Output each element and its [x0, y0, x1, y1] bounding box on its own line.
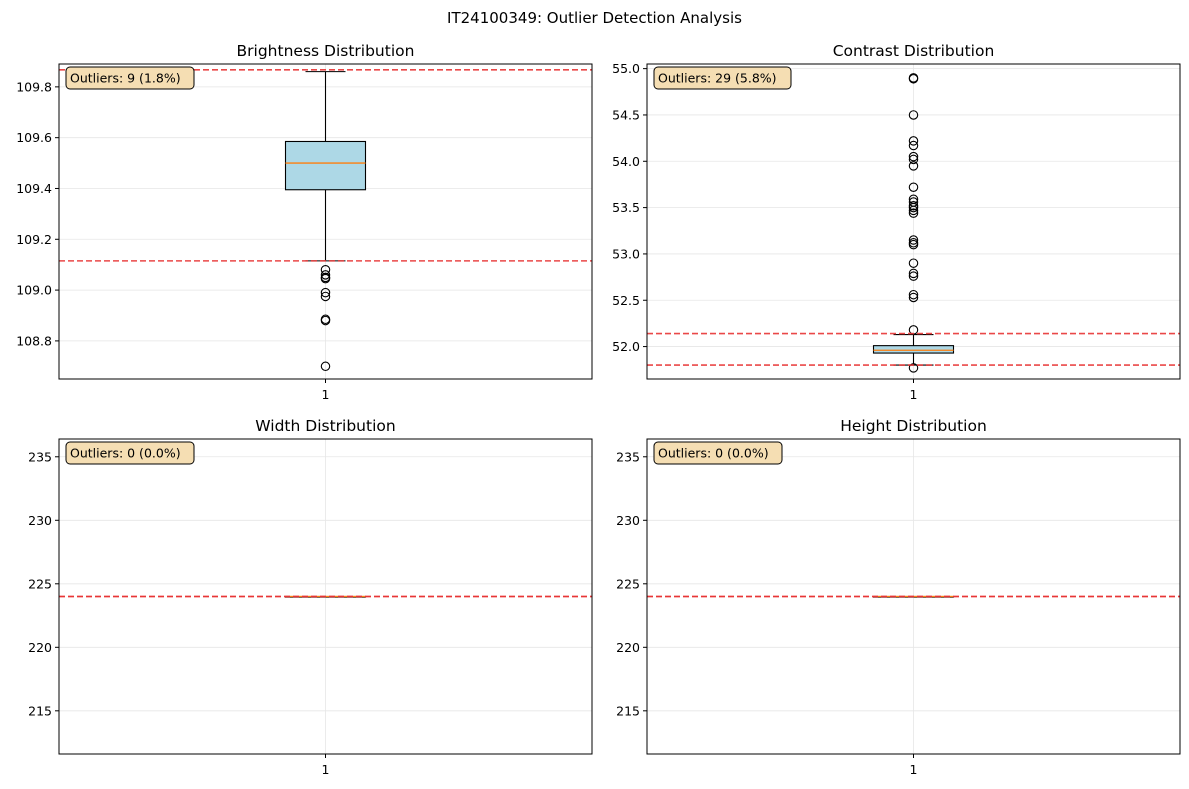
iqr-box [284, 140, 367, 191]
chart-panel-1: 108.8 109.0 109.2 109.4 109.6 109.8 1 Brightnes… [16, 42, 593, 402]
y-tick-label: 55.0 [612, 61, 640, 76]
outlier-badge-text: Outliers: 0 (0.0%) [658, 446, 769, 461]
outlier-badge [65, 441, 195, 465]
y-tick-label: 53.5 [612, 200, 640, 215]
y-tick-label: 54.0 [612, 154, 640, 169]
x-tick-label: 1 [910, 387, 918, 402]
outlier-point [908, 235, 919, 245]
outlier-point [908, 292, 919, 303]
plot-area [647, 73, 1180, 373]
outlier-point [908, 110, 919, 120]
outlier-badge-text: Outliers: 29 (5.8%) [658, 71, 777, 86]
outlier-point [908, 205, 919, 216]
panels: 108.8 109.0 109.2 109.4 109.6 109.8 1 Brightnes… [16, 42, 1181, 777]
y-tick-label: 52.5 [612, 293, 640, 308]
chart-panel-3: 215 220 225 230 235 1 Width Distribution Outlie… [28, 417, 593, 777]
outlier-badge [653, 441, 783, 465]
outlier-badge-text: Outliers: 9 (1.8%) [70, 71, 181, 86]
outlier-point [908, 136, 919, 146]
y-tick-label: 109.0 [16, 283, 52, 298]
outlier-point [320, 287, 331, 298]
outlier-point [908, 202, 919, 213]
chart-title: Height Distribution [840, 417, 987, 435]
outlier-point [908, 239, 919, 250]
y-tick-label: 230 [28, 513, 52, 528]
y-tick-label: 235 [28, 449, 52, 464]
outlier-point [908, 74, 919, 84]
outlier-point [908, 161, 919, 171]
outlier-point [320, 270, 331, 280]
x-tick-label: 1 [322, 762, 330, 777]
y-tick-label: 235 [616, 449, 640, 464]
y-tick-label: 109.6 [16, 130, 52, 145]
outlier-point [908, 363, 919, 373]
y-tick-label: 220 [28, 640, 52, 655]
chart-title: Width Distribution [255, 417, 395, 435]
outlier-badge [653, 66, 792, 90]
outlier-point [908, 182, 919, 192]
outlier-point [908, 271, 919, 281]
y-tick-label: 52.0 [612, 339, 640, 354]
chart-panel-2: 52.0 52.5 53.0 53.5 54.0 54.5 55.0 1 Contrast Di… [612, 42, 1181, 402]
y-tick-label: 108.8 [16, 333, 52, 348]
x-tick-label: 1 [322, 387, 330, 402]
y-tick-label: 53.0 [612, 246, 640, 261]
y-tick-label: 225 [616, 576, 640, 591]
chart-title: Brightness Distribution [237, 42, 415, 60]
outlier-point [320, 315, 331, 326]
y-tick-label: 215 [28, 703, 52, 718]
y-tick-label: 109.2 [16, 232, 52, 247]
chart-title: Contrast Distribution [833, 42, 995, 60]
outlier-point [908, 268, 919, 279]
chart-panel-4: 215 220 225 230 235 1 Height Distribution Outli… [616, 417, 1181, 777]
y-tick-label: 109.4 [16, 181, 52, 196]
outlier-point [320, 291, 331, 302]
y-tick-label: 230 [616, 513, 640, 528]
plot-area [59, 69, 592, 372]
outlier-point [908, 151, 919, 162]
figure-suptitle: IT24100349: Outlier Detection Analysis [447, 9, 742, 27]
outlier-point [908, 289, 919, 300]
outlier-badge [65, 66, 195, 90]
outlier-point [908, 258, 919, 268]
y-tick-label: 220 [616, 640, 640, 655]
outlier-point [908, 154, 919, 165]
outlier-point [320, 361, 331, 372]
y-tick-label: 109.8 [16, 79, 52, 94]
y-tick-label: 54.5 [612, 107, 640, 122]
outlier-badge-text: Outliers: 0 (0.0%) [70, 446, 181, 461]
iqr-box [872, 345, 955, 354]
plot-area [59, 595, 592, 598]
y-tick-label: 215 [616, 703, 640, 718]
outlier-point [908, 208, 919, 218]
plot-area [647, 595, 1180, 598]
outlier-point [908, 140, 919, 151]
x-tick-label: 1 [910, 762, 918, 777]
y-tick-label: 225 [28, 576, 52, 591]
outlier-point [320, 273, 331, 284]
